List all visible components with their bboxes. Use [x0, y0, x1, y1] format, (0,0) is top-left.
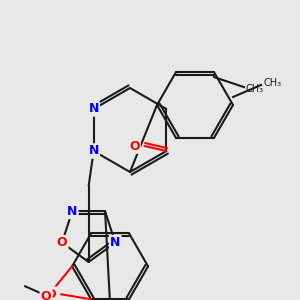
- Text: N: N: [67, 205, 77, 218]
- Text: CH₃: CH₃: [246, 84, 264, 94]
- Text: O: O: [46, 288, 56, 300]
- Text: N: N: [88, 103, 99, 116]
- Text: N: N: [88, 145, 99, 158]
- Text: O: O: [41, 290, 51, 300]
- Text: CH₃: CH₃: [263, 78, 281, 88]
- Text: N: N: [110, 236, 120, 249]
- Text: O: O: [57, 236, 67, 249]
- Text: O: O: [129, 140, 140, 152]
